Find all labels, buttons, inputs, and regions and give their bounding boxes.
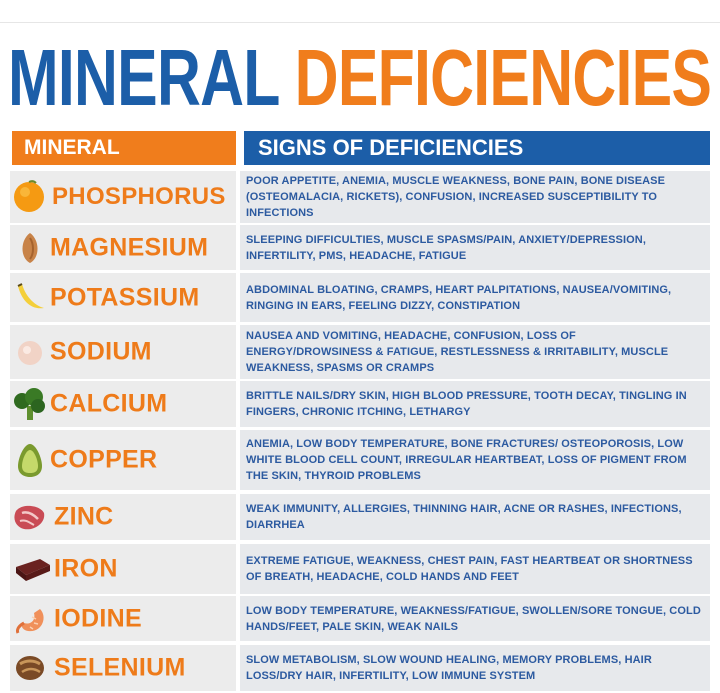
mineral-cell: ZINC: [10, 494, 236, 540]
mineral-name: ZINC: [54, 502, 114, 531]
signs-text: ABDOMINAL BLOATING, CRAMPS, HEART PALPIT…: [246, 283, 672, 312]
signs-text: SLOW METABOLISM, SLOW WOUND HEALING, MEM…: [246, 654, 652, 682]
mineral-name: POTASSIUM: [50, 283, 200, 311]
mineral-name: CALCIUM: [50, 389, 168, 418]
table-row: PHOSPHORUS POOR APPETITE, ANEMIA, MUSCLE…: [0, 171, 720, 223]
salt-icon: [18, 341, 42, 365]
title-word-mineral: MINERAL: [8, 33, 279, 122]
table-row: CALCIUM BRITTLE NAILS/DRY SKIN, HIGH BLO…: [0, 381, 720, 427]
signs-cell: WEAK IMMUNITY, ALLERGIES, THINNING HAIR,…: [240, 494, 710, 540]
mineral-name: COPPER: [50, 445, 158, 474]
signs-text: ANEMIA, LOW BODY TEMPERATURE, BONE FRACT…: [246, 438, 687, 482]
table-row: ZINC WEAK IMMUNITY, ALLERGIES, THINNING …: [0, 494, 720, 540]
broccoli-icon: [14, 388, 45, 420]
signs-cell: ABDOMINAL BLOATING, CRAMPS, HEART PALPIT…: [240, 273, 710, 322]
brazil-nut-icon: [16, 656, 44, 680]
page-title: MINERAL DEFICIENCIES: [8, 30, 712, 126]
mineral-cell: SODIUM: [10, 325, 236, 379]
meat-icon: [14, 505, 45, 530]
orange-icon: [14, 180, 44, 212]
signs-cell: BRITTLE NAILS/DRY SKIN, HIGH BLOOD PRESS…: [240, 381, 710, 427]
column-header-signs: SIGNS OF DEFICIENCIES: [244, 131, 710, 165]
signs-text: WEAK IMMUNITY, ALLERGIES, THINNING HAIR,…: [246, 503, 682, 531]
table-row: SODIUM NAUSEA AND VOMITING, HEADACHE, CO…: [0, 325, 720, 379]
almond-icon: [22, 232, 38, 263]
mineral-name: MAGNESIUM: [50, 233, 209, 261]
avocado-icon: [18, 444, 42, 477]
mineral-cell: SELENIUM: [10, 645, 236, 691]
mineral-name: PHOSPHORUS: [52, 183, 226, 210]
mineral-cell: IODINE: [10, 596, 236, 641]
signs-cell: SLEEPING DIFFICULTIES, MUSCLE SPASMS/PAI…: [240, 225, 710, 270]
table-row: IRON EXTREME FATIGUE, WEAKNESS, CHEST PA…: [0, 544, 720, 594]
signs-text: EXTREME FATIGUE, WEAKNESS, CHEST PAIN, F…: [246, 555, 693, 583]
mineral-cell: PHOSPHORUS: [10, 171, 236, 223]
table-row: COPPER ANEMIA, LOW BODY TEMPERATURE, BON…: [0, 430, 720, 490]
column-header-mineral: MINERAL: [12, 131, 236, 165]
table-row: MAGNESIUM SLEEPING DIFFICULTIES, MUSCLE …: [0, 225, 720, 270]
shrimp-icon: [16, 608, 44, 634]
mineral-cell: MAGNESIUM: [10, 225, 236, 270]
mineral-name: SODIUM: [50, 337, 152, 366]
mineral-name: IODINE: [54, 604, 142, 632]
signs-cell: ANEMIA, LOW BODY TEMPERATURE, BONE FRACT…: [240, 430, 710, 490]
table-row: SELENIUM SLOW METABOLISM, SLOW WOUND HEA…: [0, 645, 720, 691]
top-strip: [0, 0, 720, 23]
mineral-cell: CALCIUM: [10, 381, 236, 427]
table-row: IODINE LOW BODY TEMPERATURE, WEAKNESS/FA…: [0, 596, 720, 641]
signs-text: LOW BODY TEMPERATURE, WEAKNESS/FATIGUE, …: [246, 604, 701, 633]
title-word-deficiencies: DEFICIENCIES: [294, 33, 712, 122]
banana-icon: [17, 282, 44, 308]
mineral-name: IRON: [54, 554, 118, 583]
signs-text: SLEEPING DIFFICULTIES, MUSCLE SPASMS/PAI…: [246, 233, 647, 262]
signs-cell: POOR APPETITE, ANEMIA, MUSCLE WEAKNESS, …: [240, 171, 710, 223]
mineral-name: SELENIUM: [54, 653, 186, 682]
mineral-cell: COPPER: [10, 430, 236, 490]
signs-text: POOR APPETITE, ANEMIA, MUSCLE WEAKNESS, …: [246, 175, 666, 219]
signs-cell: LOW BODY TEMPERATURE, WEAKNESS/FATIGUE, …: [240, 596, 710, 641]
table-row: POTASSIUM ABDOMINAL BLOATING, CRAMPS, HE…: [0, 273, 720, 322]
mineral-cell: IRON: [10, 544, 236, 594]
mineral-cell: POTASSIUM: [10, 273, 236, 322]
signs-cell: NAUSEA AND VOMITING, HEADACHE, CONFUSION…: [240, 325, 710, 379]
signs-cell: EXTREME FATIGUE, WEAKNESS, CHEST PAIN, F…: [240, 544, 710, 594]
signs-text: BRITTLE NAILS/DRY SKIN, HIGH BLOOD PRESS…: [246, 390, 687, 418]
signs-text: NAUSEA AND VOMITING, HEADACHE, CONFUSION…: [246, 330, 669, 374]
signs-cell: SLOW METABOLISM, SLOW WOUND HEALING, MEM…: [240, 645, 710, 691]
chocolate-icon: [16, 559, 50, 581]
